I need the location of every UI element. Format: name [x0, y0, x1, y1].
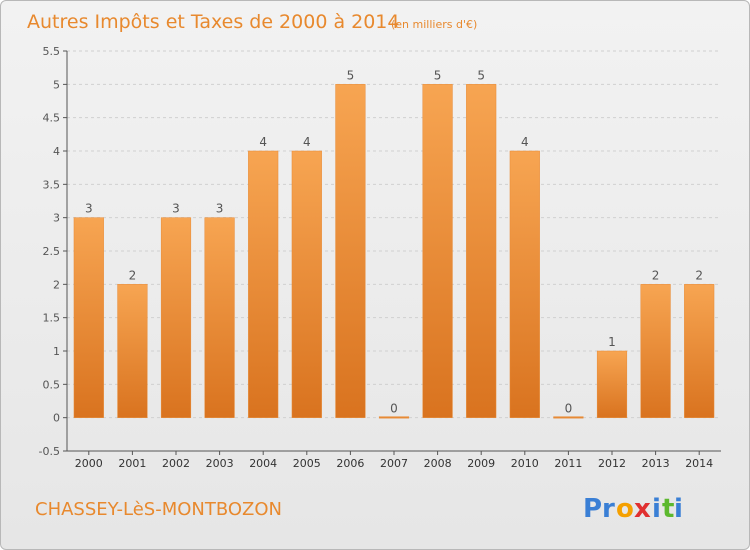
- logo-letter: o: [616, 494, 634, 524]
- logo-letter: t: [662, 494, 674, 524]
- bar-2011: [553, 416, 584, 419]
- bar-2004: [248, 150, 279, 418]
- bar-labels: 3 2 3 3 4 4 5 0 5 5 4 0 1 2 2: [85, 68, 703, 415]
- x-tick-label: 2001: [118, 457, 146, 470]
- logo-letter: x: [634, 494, 651, 524]
- bar-value-label: 2: [695, 268, 703, 282]
- bar-2007: [378, 416, 410, 419]
- y-tick-label: 0.5: [43, 378, 61, 391]
- logo-letter: i: [674, 494, 683, 524]
- x-tick-label: 2009: [467, 457, 495, 470]
- logo-letter: P: [583, 494, 602, 524]
- y-ticks: -0.5 0 0.5 1 1.5 2 2.5 3 3.5 4 4.5 5 5.5: [39, 45, 67, 458]
- y-tick-label: -0.5: [39, 445, 60, 458]
- y-tick-label: 2.5: [43, 245, 61, 258]
- bar-2000: [73, 217, 104, 418]
- x-tick-label: 2002: [162, 457, 190, 470]
- x-tick-label: 2003: [206, 457, 234, 470]
- bar-value-label: 3: [85, 202, 93, 216]
- y-tick-label: 1: [53, 345, 60, 358]
- y-tick-label: 2: [53, 278, 60, 291]
- bar-2005: [291, 150, 322, 418]
- y-tick-label: 1.5: [43, 312, 61, 325]
- bar-2003: [204, 217, 235, 418]
- x-ticks: 2000 2001 2002 2003 2004 2005 2006 2007 2008 2009…: [75, 451, 713, 470]
- bar-2010: [509, 150, 540, 418]
- x-tick-label: 2005: [293, 457, 321, 470]
- bar-value-label: 4: [259, 135, 267, 149]
- bar-2008: [422, 84, 453, 418]
- bar-value-label: 3: [172, 202, 180, 216]
- bar-value-label: 4: [303, 135, 311, 149]
- y-tick-label: 3: [53, 212, 60, 225]
- logo-letter: r: [602, 494, 615, 524]
- y-tick-label: 5: [53, 78, 60, 91]
- bar-value-label: 5: [347, 68, 355, 82]
- x-tick-label: 2014: [685, 457, 713, 470]
- y-tick-label: 4.5: [43, 112, 61, 125]
- bar-2012: [596, 350, 628, 418]
- bar-2002: [160, 217, 192, 418]
- bar-value-label: 1: [608, 335, 616, 349]
- x-tick-label: 2004: [249, 457, 277, 470]
- bar-2006: [335, 84, 366, 418]
- y-tick-label: 5.5: [43, 45, 61, 58]
- x-tick-label: 2006: [336, 457, 364, 470]
- bar-2014: [684, 284, 715, 418]
- bar-2013: [640, 284, 671, 418]
- y-tick-label: 4: [53, 145, 60, 158]
- bar-value-label: 3: [216, 202, 224, 216]
- bar-2009: [466, 84, 497, 418]
- x-tick-label: 2008: [424, 457, 452, 470]
- bar-value-label: 2: [129, 268, 137, 282]
- y-tick-label: 0: [53, 412, 60, 425]
- bar-value-label: 2: [652, 268, 660, 282]
- bar-value-label: 4: [521, 135, 529, 149]
- x-tick-label: 2013: [642, 457, 670, 470]
- commune-name: CHASSEY-LèS-MONTBOZON: [35, 499, 282, 520]
- bar-value-label: 0: [565, 402, 573, 416]
- chart-title: Autres Impôts et Taxes de 2000 à 2014: [27, 11, 400, 33]
- x-tick-label: 2012: [598, 457, 626, 470]
- bar-value-label: 0: [390, 402, 398, 416]
- chart-subtitle: (en milliers d'€): [391, 18, 477, 31]
- bar-value-label: 5: [477, 68, 485, 82]
- x-tick-label: 2000: [75, 457, 103, 470]
- bars: [73, 84, 715, 419]
- x-tick-label: 2007: [380, 457, 408, 470]
- y-tick-label: 3.5: [43, 178, 61, 191]
- logo-letter: i: [652, 494, 661, 524]
- x-tick-label: 2011: [554, 457, 582, 470]
- x-tick-label: 2010: [511, 457, 539, 470]
- bar-value-label: 5: [434, 68, 442, 82]
- bar-2001: [117, 284, 148, 418]
